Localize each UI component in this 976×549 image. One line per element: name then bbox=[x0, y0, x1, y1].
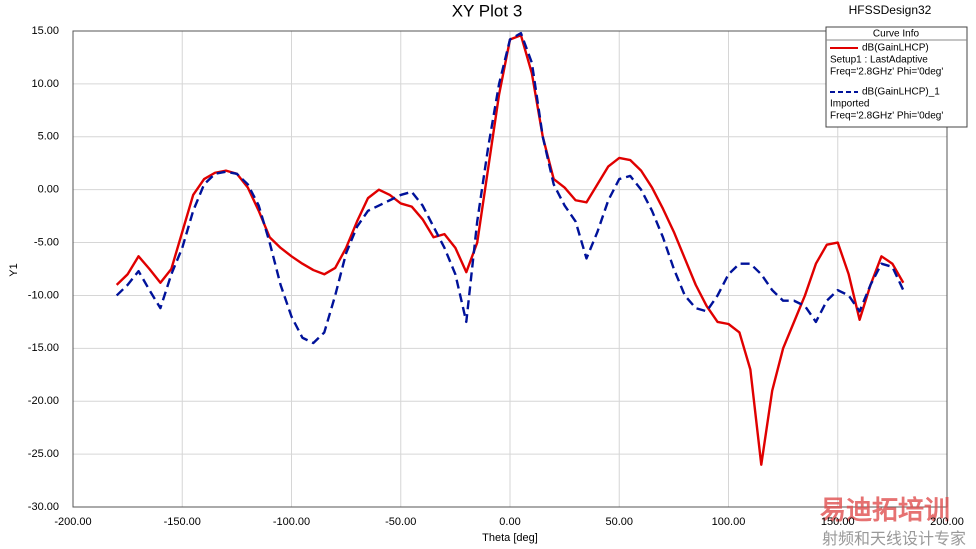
legend-label: dB(GainLHCP) bbox=[862, 43, 929, 54]
legend: Curve Info dB(GainLHCP)Setup1 : LastAdap… bbox=[825, 26, 968, 128]
y-tick-label: -25.00 bbox=[28, 448, 59, 460]
legend-setup: Setup1 : LastAdaptive bbox=[830, 55, 928, 66]
y-tick-label: -20.00 bbox=[28, 395, 59, 407]
plot-frame bbox=[72, 30, 948, 508]
chart-title: XY Plot 3 bbox=[452, 1, 523, 20]
watermark-logo: 易迪拓培训 bbox=[820, 495, 950, 525]
x-tick-label: 200.00 bbox=[930, 516, 964, 528]
y-tick-label: -30.00 bbox=[28, 501, 59, 513]
x-tick-label: -150.00 bbox=[164, 516, 201, 528]
x-tick-label: 0.00 bbox=[499, 516, 520, 528]
y-tick-label: -15.00 bbox=[28, 342, 59, 354]
y-tick-label: -10.00 bbox=[28, 289, 59, 301]
y-tick-label: 5.00 bbox=[38, 131, 59, 143]
x-tick-label: -50.00 bbox=[385, 516, 416, 528]
x-tick-label: 50.00 bbox=[605, 516, 633, 528]
y-tick-label: 15.00 bbox=[31, 25, 59, 37]
legend-setup: Imported bbox=[830, 99, 869, 110]
legend-title: Curve Info bbox=[873, 29, 920, 40]
legend-label: dB(GainLHCP)_1 bbox=[862, 87, 940, 98]
x-tick-label: -100.00 bbox=[273, 516, 310, 528]
series-line bbox=[115, 31, 905, 345]
legend-info: Freq='2.8GHz' Phi='0deg' bbox=[830, 111, 943, 122]
watermark-slogan: 射频和天线设计专家 bbox=[822, 530, 966, 548]
y-tick-label: -5.00 bbox=[34, 236, 59, 248]
x-tick-label: 150.00 bbox=[821, 516, 855, 528]
y-tick-label: 10.00 bbox=[31, 78, 59, 90]
y-axis-label: Y1 bbox=[8, 263, 20, 276]
x-axis-label: Theta [deg] bbox=[482, 532, 538, 544]
y-tick-label: 0.00 bbox=[38, 184, 59, 196]
legend-info: Freq='2.8GHz' Phi='0deg' bbox=[830, 67, 943, 78]
design-name: HFSSDesign32 bbox=[849, 3, 932, 17]
x-tick-label: -200.00 bbox=[54, 516, 91, 528]
x-tick-label: 100.00 bbox=[712, 516, 746, 528]
legend-box bbox=[825, 26, 968, 128]
